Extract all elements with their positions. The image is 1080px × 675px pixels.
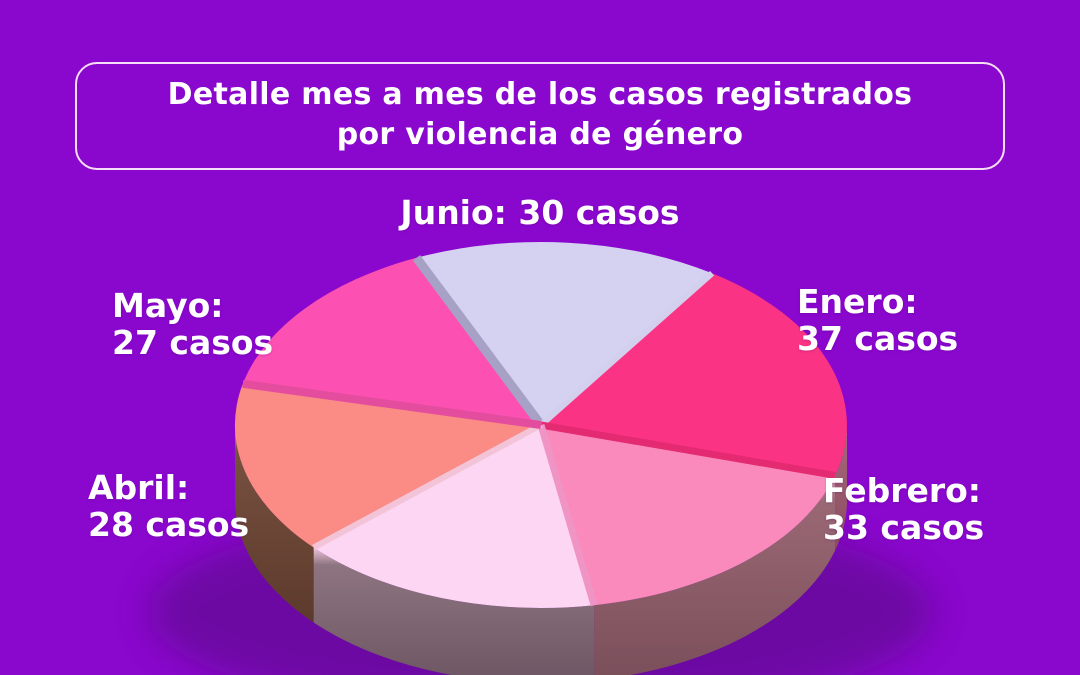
- pie-label-febrero: Febrero: 33 casos: [823, 472, 984, 546]
- pie-label-enero-count: 37 casos: [797, 319, 959, 358]
- pie-slice-gap: [242, 379, 542, 429]
- title-line-1: Detalle mes a mes de los casos registrad…: [167, 77, 913, 112]
- pie-slice-gap: [412, 255, 545, 428]
- pie-label-febrero-month: Febrero:: [823, 471, 982, 510]
- pie-label-junio-text: Junio: 30 casos: [400, 193, 680, 232]
- pie-label-enero: Enero: 37 casos: [797, 283, 958, 357]
- pie-label-enero-month: Enero:: [797, 282, 918, 321]
- pie-label-abril: Abril: 28 casos: [88, 469, 249, 543]
- pie-slice-gap: [540, 421, 836, 479]
- pie-label-mayo-count: 27 casos: [112, 323, 274, 362]
- pie-slice-slice-3: [313, 425, 595, 608]
- pie-slice-mayo: [242, 257, 542, 425]
- pie-label-abril-month: Abril:: [88, 468, 190, 507]
- pie-slice-gap: [537, 424, 598, 607]
- pie-side-slice-3: [313, 547, 595, 675]
- pie-slice-febrero: [541, 425, 836, 606]
- pie-label-abril-count: 28 casos: [88, 505, 250, 544]
- pie-slice-junio: [416, 241, 713, 425]
- pie-side-enero: [835, 425, 847, 551]
- pie-label-junio: Junio: 30 casos: [240, 194, 840, 231]
- title-line-2: por violencia de género: [336, 117, 744, 152]
- pie-slice-gap: [539, 271, 715, 428]
- pie-slice-gap: [312, 422, 543, 551]
- pie-side-febrero: [594, 475, 836, 675]
- pie-label-febrero-count: 33 casos: [823, 508, 985, 547]
- pie-slice-abril: [234, 383, 541, 548]
- pie-label-mayo-month: Mayo:: [112, 286, 224, 325]
- pie-slice-enero: [541, 273, 847, 476]
- pie-side-abril: [235, 425, 314, 623]
- title-box: Detalle mes a mes de los casos registrad…: [75, 62, 1005, 170]
- pie-label-mayo: Mayo: 27 casos: [112, 287, 273, 361]
